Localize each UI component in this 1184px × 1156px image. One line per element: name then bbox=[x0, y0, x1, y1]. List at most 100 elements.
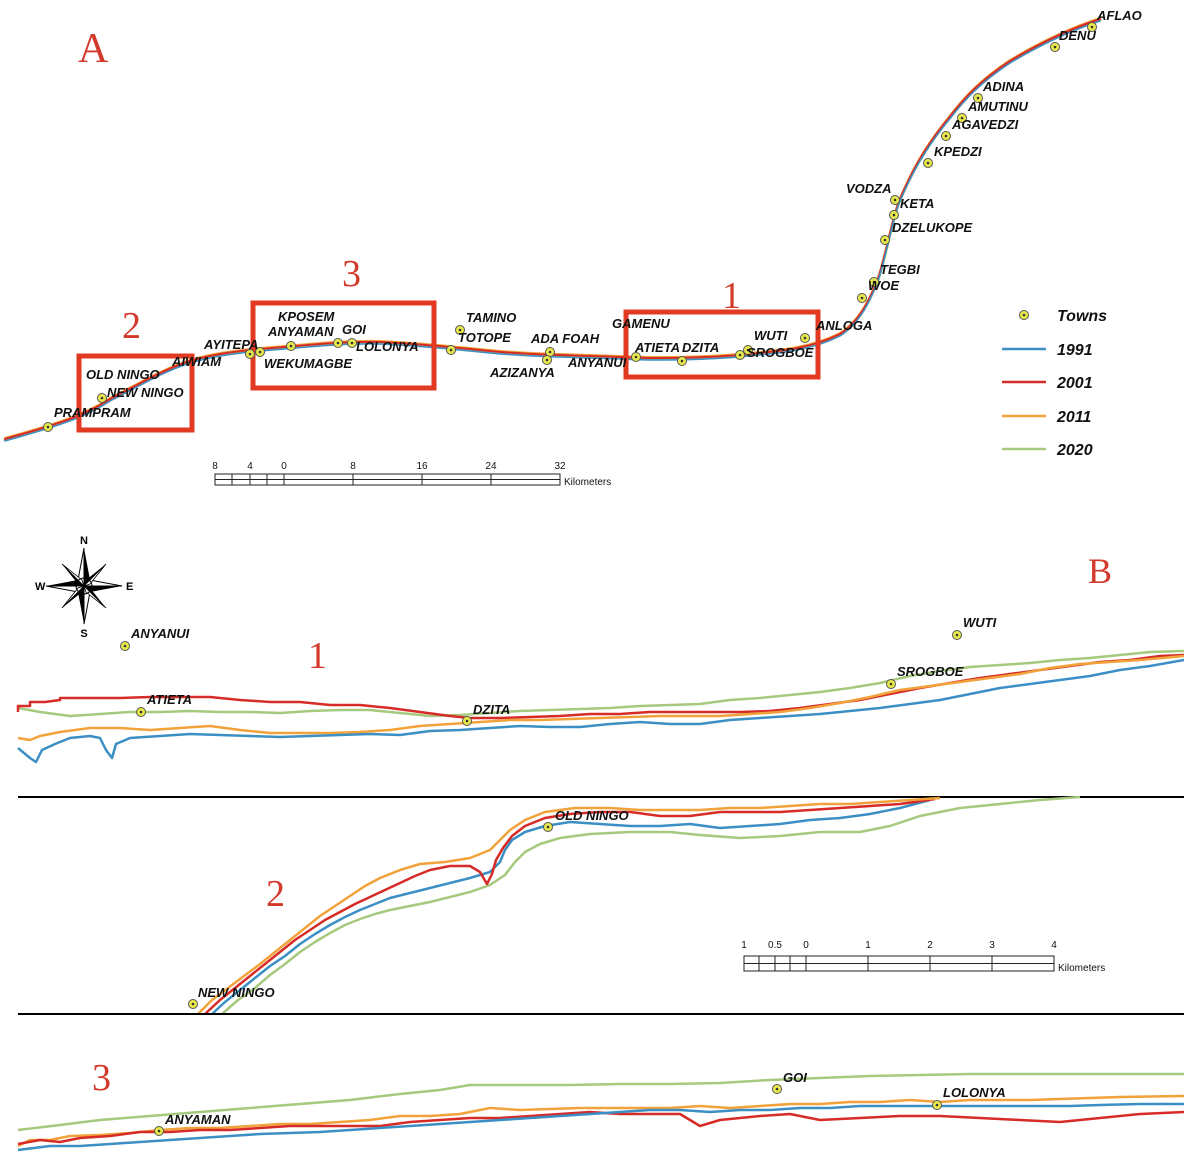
town-label: WUTI bbox=[963, 615, 997, 630]
town-label: DENU bbox=[1059, 28, 1096, 43]
town-point bbox=[772, 1084, 782, 1094]
inset2-2001 bbox=[204, 797, 936, 1015]
town-point bbox=[889, 210, 899, 220]
town-label: DZELUKOPE bbox=[892, 220, 973, 235]
town-label: VODZA bbox=[846, 181, 892, 196]
town-label: ADINA bbox=[982, 79, 1024, 94]
inset-3-number: 3 bbox=[92, 1057, 111, 1099]
scale-tick: 16 bbox=[416, 461, 428, 472]
town-point bbox=[1050, 42, 1060, 52]
town-label: SROGBOE bbox=[747, 345, 814, 360]
inset-number-1: 1 bbox=[722, 275, 741, 317]
legend-label-2011: 2011 bbox=[1056, 409, 1092, 426]
town-point bbox=[97, 393, 107, 403]
town-label: ANLOGA bbox=[815, 318, 872, 333]
scale-tick: 32 bbox=[554, 461, 566, 472]
town-label: NEW NINGO bbox=[107, 385, 184, 400]
legend-label-2001: 2001 bbox=[1056, 375, 1093, 392]
town-point bbox=[735, 350, 745, 360]
town-point bbox=[800, 333, 810, 343]
scale-bar-a: 8 4 0 8 16 24 32 Kilometers bbox=[212, 461, 611, 488]
compass-n: N bbox=[80, 535, 88, 547]
town-label: LOLONYA bbox=[356, 339, 419, 354]
town-point bbox=[543, 822, 553, 832]
town-point bbox=[932, 1100, 942, 1110]
scale-tick: 1 bbox=[741, 940, 747, 951]
scale-tick: 0 bbox=[281, 461, 287, 472]
town-point bbox=[880, 235, 890, 245]
town-point bbox=[120, 641, 130, 651]
inset-box-2 bbox=[76, 353, 195, 433]
town-point bbox=[542, 355, 552, 365]
town-point bbox=[154, 1126, 164, 1136]
town-label: WUTI bbox=[754, 328, 788, 343]
town-label: GAMENU bbox=[612, 316, 670, 331]
panel-b-letter: B bbox=[1088, 551, 1112, 591]
town-label: OLD NINGO bbox=[555, 808, 629, 823]
inset2-2020 bbox=[221, 795, 1081, 1015]
inset3-2020 bbox=[17, 1072, 1184, 1132]
scale-tick: 4 bbox=[1051, 940, 1057, 951]
inset1-2011 bbox=[17, 654, 1184, 742]
town-label: ANYAMAN bbox=[267, 324, 334, 339]
inset-boxes bbox=[76, 300, 821, 433]
compass-w: W bbox=[35, 581, 46, 593]
inset3-2011 bbox=[17, 1094, 1184, 1148]
town-label: SROGBOE bbox=[897, 664, 964, 679]
scale-tick: 0.5 bbox=[768, 940, 782, 951]
town-label: TAMINO bbox=[466, 310, 516, 325]
town-label: ATIETA bbox=[146, 692, 192, 707]
scale-tick: 8 bbox=[212, 461, 218, 472]
town-point bbox=[857, 293, 867, 303]
town-point bbox=[333, 338, 343, 348]
town-label: LOLONYA bbox=[943, 1085, 1006, 1100]
town-label: OLD NINGO bbox=[86, 367, 160, 382]
town-label: WEKUMAGBE bbox=[264, 356, 352, 371]
town-point bbox=[890, 195, 900, 205]
town-point bbox=[286, 341, 296, 351]
scale-unit: Kilometers bbox=[564, 477, 611, 488]
town-label: GOI bbox=[783, 1070, 807, 1085]
scale-tick: 0 bbox=[803, 940, 809, 951]
town-label: AFLAO bbox=[1096, 8, 1142, 23]
scale-tick: 2 bbox=[927, 940, 933, 951]
scale-tick: 4 bbox=[247, 461, 253, 472]
inset1-1991 bbox=[17, 658, 1184, 764]
town-label: KPOSEM bbox=[278, 309, 336, 324]
inset-2-detail: 2 OLD NINGO NEW NINGO bbox=[188, 795, 1105, 1015]
town-label: AYITEPA bbox=[203, 337, 258, 352]
town-label: AMUTINU bbox=[967, 99, 1029, 114]
scale-unit: Kilometers bbox=[1058, 963, 1105, 974]
compass-e: E bbox=[126, 581, 133, 593]
legend-town-symbol bbox=[1019, 310, 1029, 320]
town-point bbox=[886, 679, 896, 689]
inset-1-number: 1 bbox=[308, 635, 327, 677]
inset1-2020 bbox=[17, 649, 1184, 718]
town-label: ANYANUI bbox=[567, 355, 627, 370]
legend-label-2020: 2020 bbox=[1056, 442, 1093, 459]
inset-3-detail: 3 ANYAMAN GOI LOLONYA bbox=[17, 1057, 1184, 1152]
town-label: DZITA bbox=[682, 340, 719, 355]
towns-overview-labels: AFLAO DENU ADINA AMUTINU AGAVEDZI KPEDZI… bbox=[54, 8, 1142, 420]
inset-box-1 bbox=[623, 309, 821, 380]
scale-tick: 3 bbox=[989, 940, 995, 951]
scale-bar-b: 1 0.5 0 1 2 3 4 Kilometers bbox=[741, 940, 1105, 974]
town-point bbox=[462, 716, 472, 726]
town-point bbox=[446, 345, 456, 355]
panel-b: B N S E W 1 bbox=[16, 535, 1184, 1152]
town-label: NEW NINGO bbox=[198, 985, 275, 1000]
town-point bbox=[188, 999, 198, 1009]
town-point bbox=[136, 707, 146, 717]
town-label: ADA FOAH bbox=[530, 331, 600, 346]
town-label: ANYAMAN bbox=[164, 1112, 231, 1127]
scale-tick: 24 bbox=[485, 461, 497, 472]
inset2-2011 bbox=[197, 796, 941, 1015]
town-label: PRAMPRAM bbox=[54, 405, 132, 420]
town-label: KPEDZI bbox=[934, 144, 982, 159]
town-label: WOE bbox=[868, 278, 899, 293]
inset-box-3 bbox=[250, 300, 437, 391]
legend-label-towns: Towns bbox=[1057, 308, 1107, 325]
town-label: AZIZANYA bbox=[489, 365, 555, 380]
inset-2-number: 2 bbox=[266, 873, 285, 915]
town-label: TEGBI bbox=[880, 262, 920, 277]
